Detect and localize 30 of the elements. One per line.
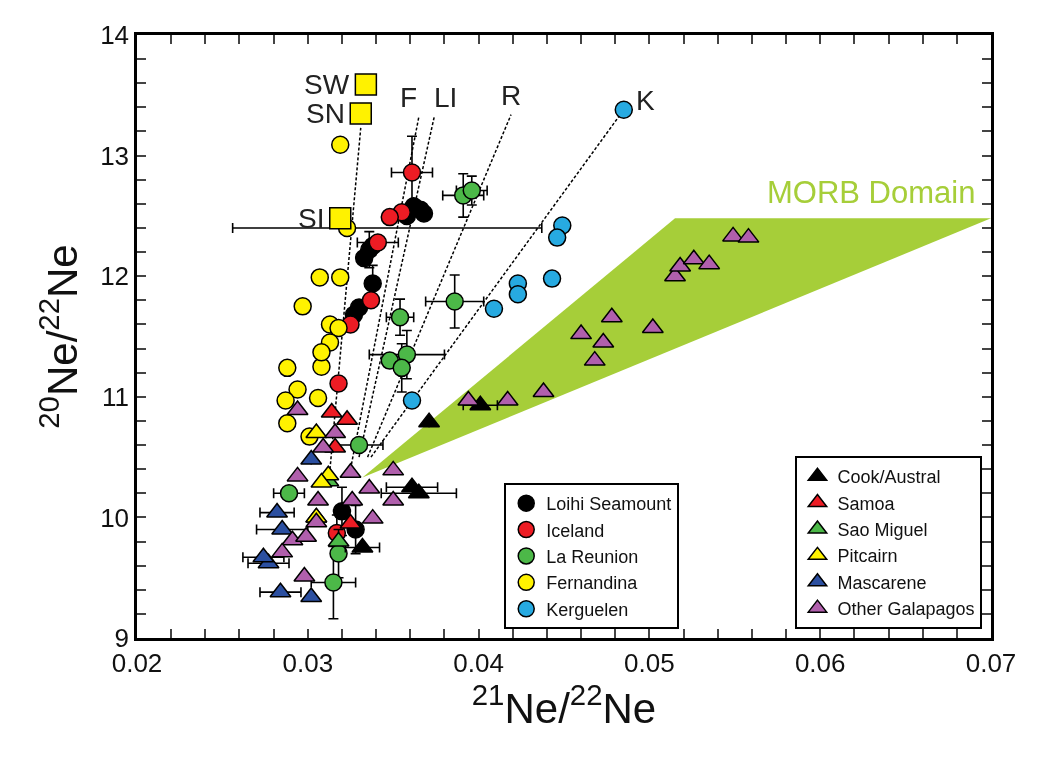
- series-label: MORB Domain: [767, 175, 976, 210]
- legend-label: Cook/Austral: [837, 467, 941, 488]
- annotation: SW: [304, 69, 350, 100]
- x-tick-label: 0.07: [965, 647, 1017, 678]
- x-axis-title: $^{21}$Ne/$^{22}$Ne: [471, 677, 657, 732]
- x-tick-label: 0.04: [453, 647, 504, 678]
- y-tick-label: 11: [102, 381, 130, 412]
- y-tick-label: 12: [100, 261, 130, 292]
- x-tick-label: 0.06: [794, 647, 846, 678]
- x-tick-label: 0.05: [624, 647, 675, 678]
- annotation: R: [501, 80, 522, 111]
- legend-label: Samoa: [837, 493, 896, 514]
- legend-label: Fernandina: [546, 573, 639, 594]
- y-tick-label: 14: [100, 20, 130, 51]
- annotation: F: [400, 82, 418, 113]
- legend-label: Mascarene: [837, 572, 927, 593]
- legend-label: Iceland: [546, 520, 605, 541]
- annotation: K: [636, 85, 655, 116]
- y-tick-label: 10: [100, 502, 130, 533]
- x-tick-label: 0.03: [282, 647, 334, 678]
- legend-label: La Reunion: [546, 546, 639, 567]
- legend-label: Kerguelen: [546, 599, 629, 620]
- legend-label: Sao Miguel: [837, 519, 928, 540]
- legend-label: Other Galapagos: [837, 599, 975, 620]
- y-tick-label: 13: [100, 140, 130, 171]
- legend-label: Loihi Seamount: [546, 494, 672, 515]
- annotation: SI: [298, 203, 325, 234]
- annotation: SN: [306, 98, 345, 129]
- legend-label: Pitcairn: [837, 546, 898, 567]
- annotation: LI: [434, 82, 458, 113]
